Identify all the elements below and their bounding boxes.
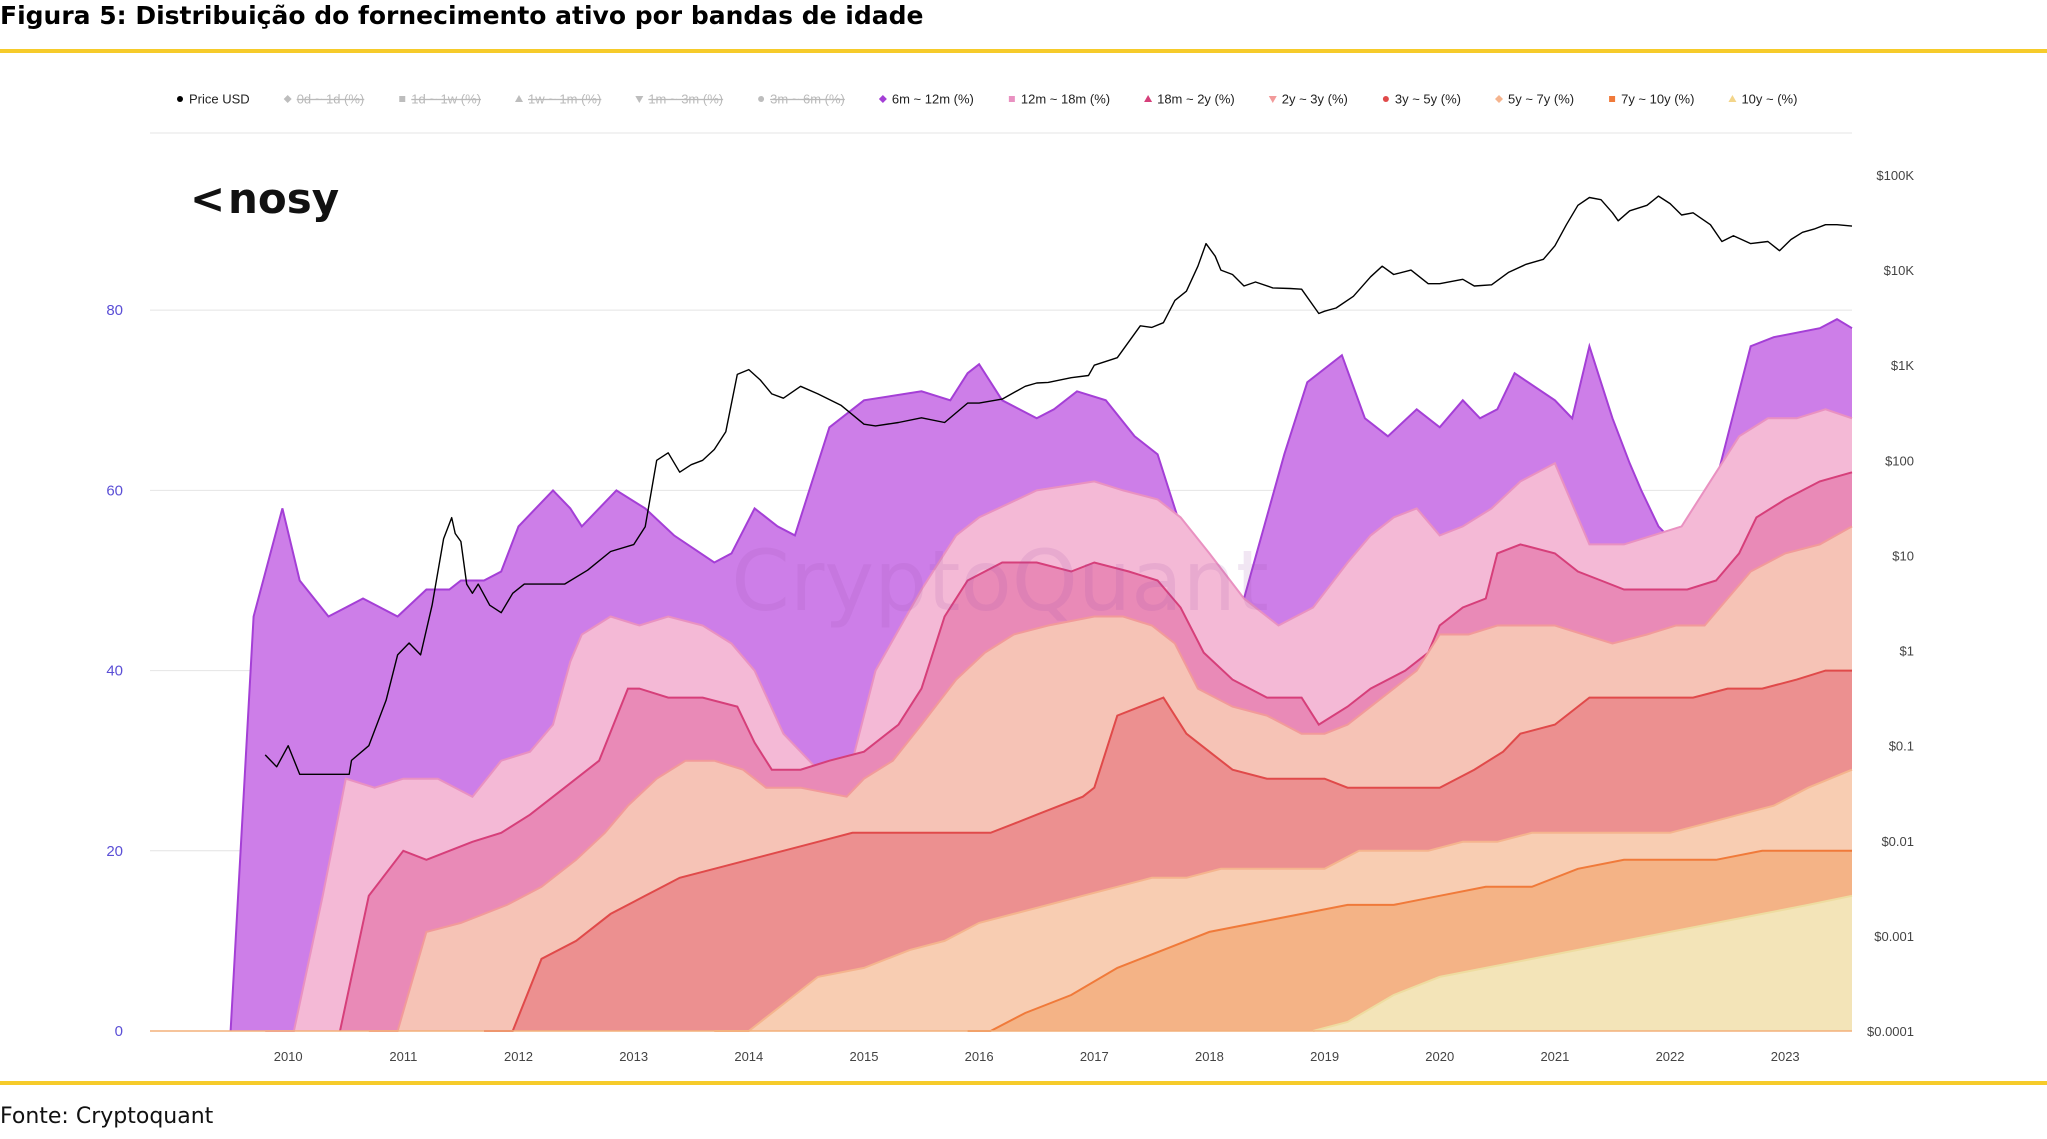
nosy-logo: < nosy — [190, 174, 339, 223]
supply-age-bands-chart[interactable]: Price USD 0d ~ 1d (%) 1d ~ 1w (%) 1w ~ 1m (… — [0, 55, 2047, 1075]
legend-label: 3y ~ 5y (%) — [1395, 92, 1461, 107]
legend-label: 12m ~ 18m (%) — [1021, 92, 1110, 107]
right-tick-label: $0.1 — [1889, 739, 1914, 754]
area-edge-2y-3y — [368, 525, 1853, 1032]
chart-legend[interactable]: Price USD 0d ~ 1d (%) 1d ~ 1w (%) 1w ~ 1m (… — [177, 92, 1797, 107]
legend-marker — [515, 95, 523, 102]
x-tick-label: 2016 — [965, 1049, 994, 1064]
x-tick-label: 2018 — [1195, 1049, 1224, 1064]
figure-title: Figura 5: Distribuição do fornecimento a… — [0, 1, 924, 30]
legend-label: 0d ~ 1d (%) — [297, 92, 365, 107]
legend-item-1m-3m[interactable]: 1m ~ 3m (%) — [635, 92, 723, 107]
x-tick-label: 2011 — [389, 1049, 417, 1064]
right-tick-label: $10 — [1892, 548, 1914, 563]
legend-item-1d-1w[interactable]: 1d ~ 1w (%) — [399, 92, 481, 107]
x-tick-label: 2015 — [850, 1049, 879, 1064]
legend-marker — [1008, 96, 1015, 102]
nosy-logo-text: nosy — [228, 174, 339, 223]
legend-label: 1w ~ 1m (%) — [528, 92, 601, 107]
x-tick-label: 2021 — [1540, 1049, 1569, 1064]
area-edge-7y-10y — [967, 849, 1852, 1032]
legend-marker — [635, 96, 644, 103]
legend-marker — [1144, 95, 1153, 102]
area-edge-6m-12m — [229, 318, 1853, 1032]
right-tick-label: $100 — [1885, 453, 1914, 468]
legend-item-5y-7y[interactable]: 5y ~ 7y (%) — [1494, 92, 1574, 107]
legend-label: 10y ~ (%) — [1741, 92, 1797, 107]
price-usd-line — [264, 195, 1853, 775]
right-tick-label: $1K — [1891, 358, 1914, 373]
area-edge-3y-5y — [484, 669, 1852, 1032]
cryptoquant-watermark: CryptoQuant — [731, 532, 1269, 630]
price-usd-series — [264, 195, 1853, 775]
left-tick-label: 20 — [106, 843, 123, 860]
legend-label: 6m ~ 12m (%) — [892, 92, 974, 107]
legend-label: 1d ~ 1w (%) — [411, 92, 481, 107]
x-tick-label: 2010 — [274, 1049, 303, 1064]
x-tick-label: 2012 — [504, 1049, 533, 1064]
area-edge-5y-7y — [714, 768, 1853, 1032]
legend-label: 1m ~ 3m (%) — [648, 92, 723, 107]
x-tick-label: 2023 — [1771, 1049, 1800, 1064]
area-edge-10y — [1312, 894, 1853, 1032]
area-10y — [1313, 895, 1852, 1031]
legend-marker — [177, 96, 183, 102]
legend-marker — [399, 96, 406, 102]
right-tick-label: $1 — [1900, 644, 1914, 659]
legend-marker — [758, 96, 765, 102]
legend-item-2y-3y[interactable]: 2y ~ 3y (%) — [1268, 92, 1348, 107]
legend-item-3m-6m[interactable]: 3m ~ 6m (%) — [758, 92, 845, 107]
area-edge-12m-18m — [265, 408, 1853, 1032]
nosy-logo-mark: < — [190, 174, 225, 223]
legend-label: 18m ~ 2y (%) — [1157, 92, 1235, 107]
right-tick-label: $0.001 — [1874, 929, 1914, 944]
legend-label: 3m ~ 6m (%) — [770, 92, 845, 107]
legend-item-18m-2y[interactable]: 18m ~ 2y (%) — [1144, 92, 1235, 107]
legend-item-7y-10y[interactable]: 7y ~ 10y (%) — [1609, 92, 1694, 107]
legend-item-3y-5y[interactable]: 3y ~ 5y (%) — [1382, 92, 1461, 107]
legend-marker — [1728, 95, 1737, 102]
right-tick-label: $100K — [1876, 168, 1914, 183]
left-tick-label: 80 — [106, 302, 123, 319]
legend-item-6m-12m[interactable]: 6m ~ 12m (%) — [878, 92, 974, 107]
legend-label: 5y ~ 7y (%) — [1508, 92, 1574, 107]
legend-marker — [1382, 96, 1389, 102]
x-tick-label: 2022 — [1656, 1049, 1685, 1064]
legend-label: 7y ~ 10y (%) — [1621, 92, 1694, 107]
x-axis: 2010 2011 2012 2013 2014 2015 2016 2017 2018 2019… — [274, 1049, 1800, 1064]
legend-item-0d-1d[interactable]: 0d ~ 1d (%) — [283, 92, 365, 107]
x-tick-label: 2014 — [734, 1049, 763, 1064]
right-axis: $0.0001 $0.001 $0.01 $0.1 $1 $10 $100 $1K $10K $1… — [1867, 168, 1914, 1039]
legend-item-10y[interactable]: 10y ~ (%) — [1728, 92, 1797, 107]
legend-item-12m-18m[interactable]: 12m ~ 18m (%) — [1008, 92, 1110, 107]
x-tick-label: 2019 — [1310, 1049, 1339, 1064]
legend-marker — [1494, 95, 1503, 103]
legend-marker — [283, 95, 292, 103]
legend-item-price-usd[interactable]: Price USD — [177, 92, 250, 107]
left-tick-label: 0 — [115, 1023, 123, 1040]
legend-item-1w-1m[interactable]: 1w ~ 1m (%) — [515, 92, 601, 107]
legend-marker — [1268, 96, 1277, 103]
right-tick-label: $0.0001 — [1867, 1024, 1914, 1039]
right-tick-label: $10K — [1884, 263, 1915, 278]
left-tick-label: 60 — [106, 482, 123, 499]
legend-label: 2y ~ 3y (%) — [1282, 92, 1348, 107]
x-tick-label: 2020 — [1425, 1049, 1454, 1064]
left-tick-label: 40 — [106, 663, 123, 680]
x-tick-label: 2013 — [619, 1049, 648, 1064]
legend-marker — [878, 95, 887, 103]
legend-label: Price USD — [189, 92, 250, 107]
bottom-yellow-rule — [0, 1081, 2047, 1085]
top-yellow-rule — [0, 49, 2047, 53]
source-caption: Fonte: Cryptoquant — [0, 1104, 214, 1129]
age-band-areas — [150, 318, 1853, 1032]
left-axis: 0 20 40 60 80 — [106, 302, 123, 1040]
area-edge-18m-2y — [339, 471, 1853, 1032]
right-tick-label: $0.01 — [1881, 834, 1914, 849]
legend-marker — [1609, 96, 1616, 102]
x-tick-label: 2017 — [1080, 1049, 1109, 1064]
